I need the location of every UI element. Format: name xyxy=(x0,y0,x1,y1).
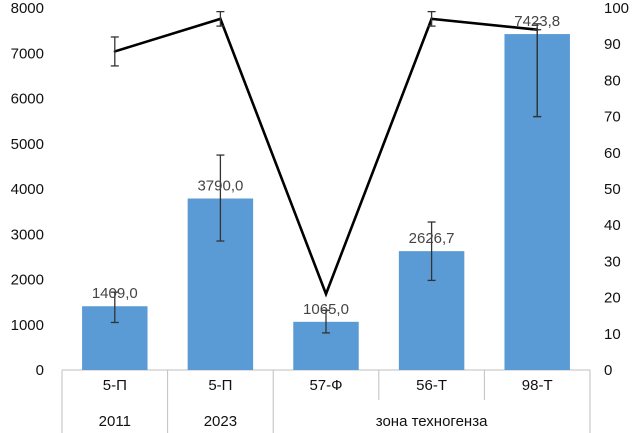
bar-error-bars xyxy=(110,23,542,334)
right-tick-label: 90 xyxy=(604,36,621,53)
data-label: 1065,0 xyxy=(303,301,349,318)
left-tick-label: 8000 xyxy=(11,0,44,17)
left-tick-label: 1000 xyxy=(11,317,44,334)
group-label: 2023 xyxy=(204,413,237,430)
left-tick-label: 7000 xyxy=(11,45,44,62)
category-label: 98-Т xyxy=(522,377,553,394)
data-label: 3790,0 xyxy=(197,178,243,195)
line-error-bars xyxy=(110,10,542,118)
left-tick-label: 2000 xyxy=(11,272,44,289)
left-axis-ticks: 0 1000 2000 3000 4000 5000 6000 7000 8000 xyxy=(11,0,44,379)
right-tick-label: 50 xyxy=(604,181,621,198)
left-tick-label: 0 xyxy=(36,362,44,379)
right-tick-label: 100 xyxy=(604,0,629,17)
left-tick-label: 3000 xyxy=(11,226,44,243)
data-labels: 1409,0 3790,0 1065,0 2626,7 7423,8 xyxy=(92,13,560,318)
data-label: 2626,7 xyxy=(409,230,455,247)
group-label: зона техногенза xyxy=(376,413,488,430)
line-series xyxy=(113,17,539,298)
bar-series xyxy=(82,34,570,370)
left-tick-label: 5000 xyxy=(11,136,44,153)
right-tick-label: 10 xyxy=(604,326,621,343)
right-tick-label: 40 xyxy=(604,217,621,234)
group-label: 2011 xyxy=(99,413,131,430)
category-labels: 5-П 5-П 57-Ф 56-Т 98-Т 2011 2023 зона техногенз… xyxy=(99,377,553,430)
right-tick-label: 0 xyxy=(604,362,612,379)
data-label: 7423,8 xyxy=(514,13,560,30)
line xyxy=(114,17,538,298)
right-tick-label: 60 xyxy=(604,145,621,162)
category-label: 5-П xyxy=(208,377,232,394)
line-point xyxy=(324,292,328,296)
data-label: 1409,0 xyxy=(92,285,138,302)
right-tick-label: 20 xyxy=(604,290,621,307)
category-label: 57-Ф xyxy=(309,377,342,394)
right-axis-ticks: 0 10 20 30 40 50 60 70 80 90 100 xyxy=(604,0,629,379)
right-tick-label: 80 xyxy=(604,72,621,89)
left-tick-label: 6000 xyxy=(11,91,44,108)
right-tick-label: 30 xyxy=(604,253,621,270)
category-label: 56-Т xyxy=(416,377,447,394)
left-tick-label: 4000 xyxy=(11,181,44,198)
category-label: 5-П xyxy=(103,377,127,394)
right-tick-label: 70 xyxy=(604,109,621,126)
